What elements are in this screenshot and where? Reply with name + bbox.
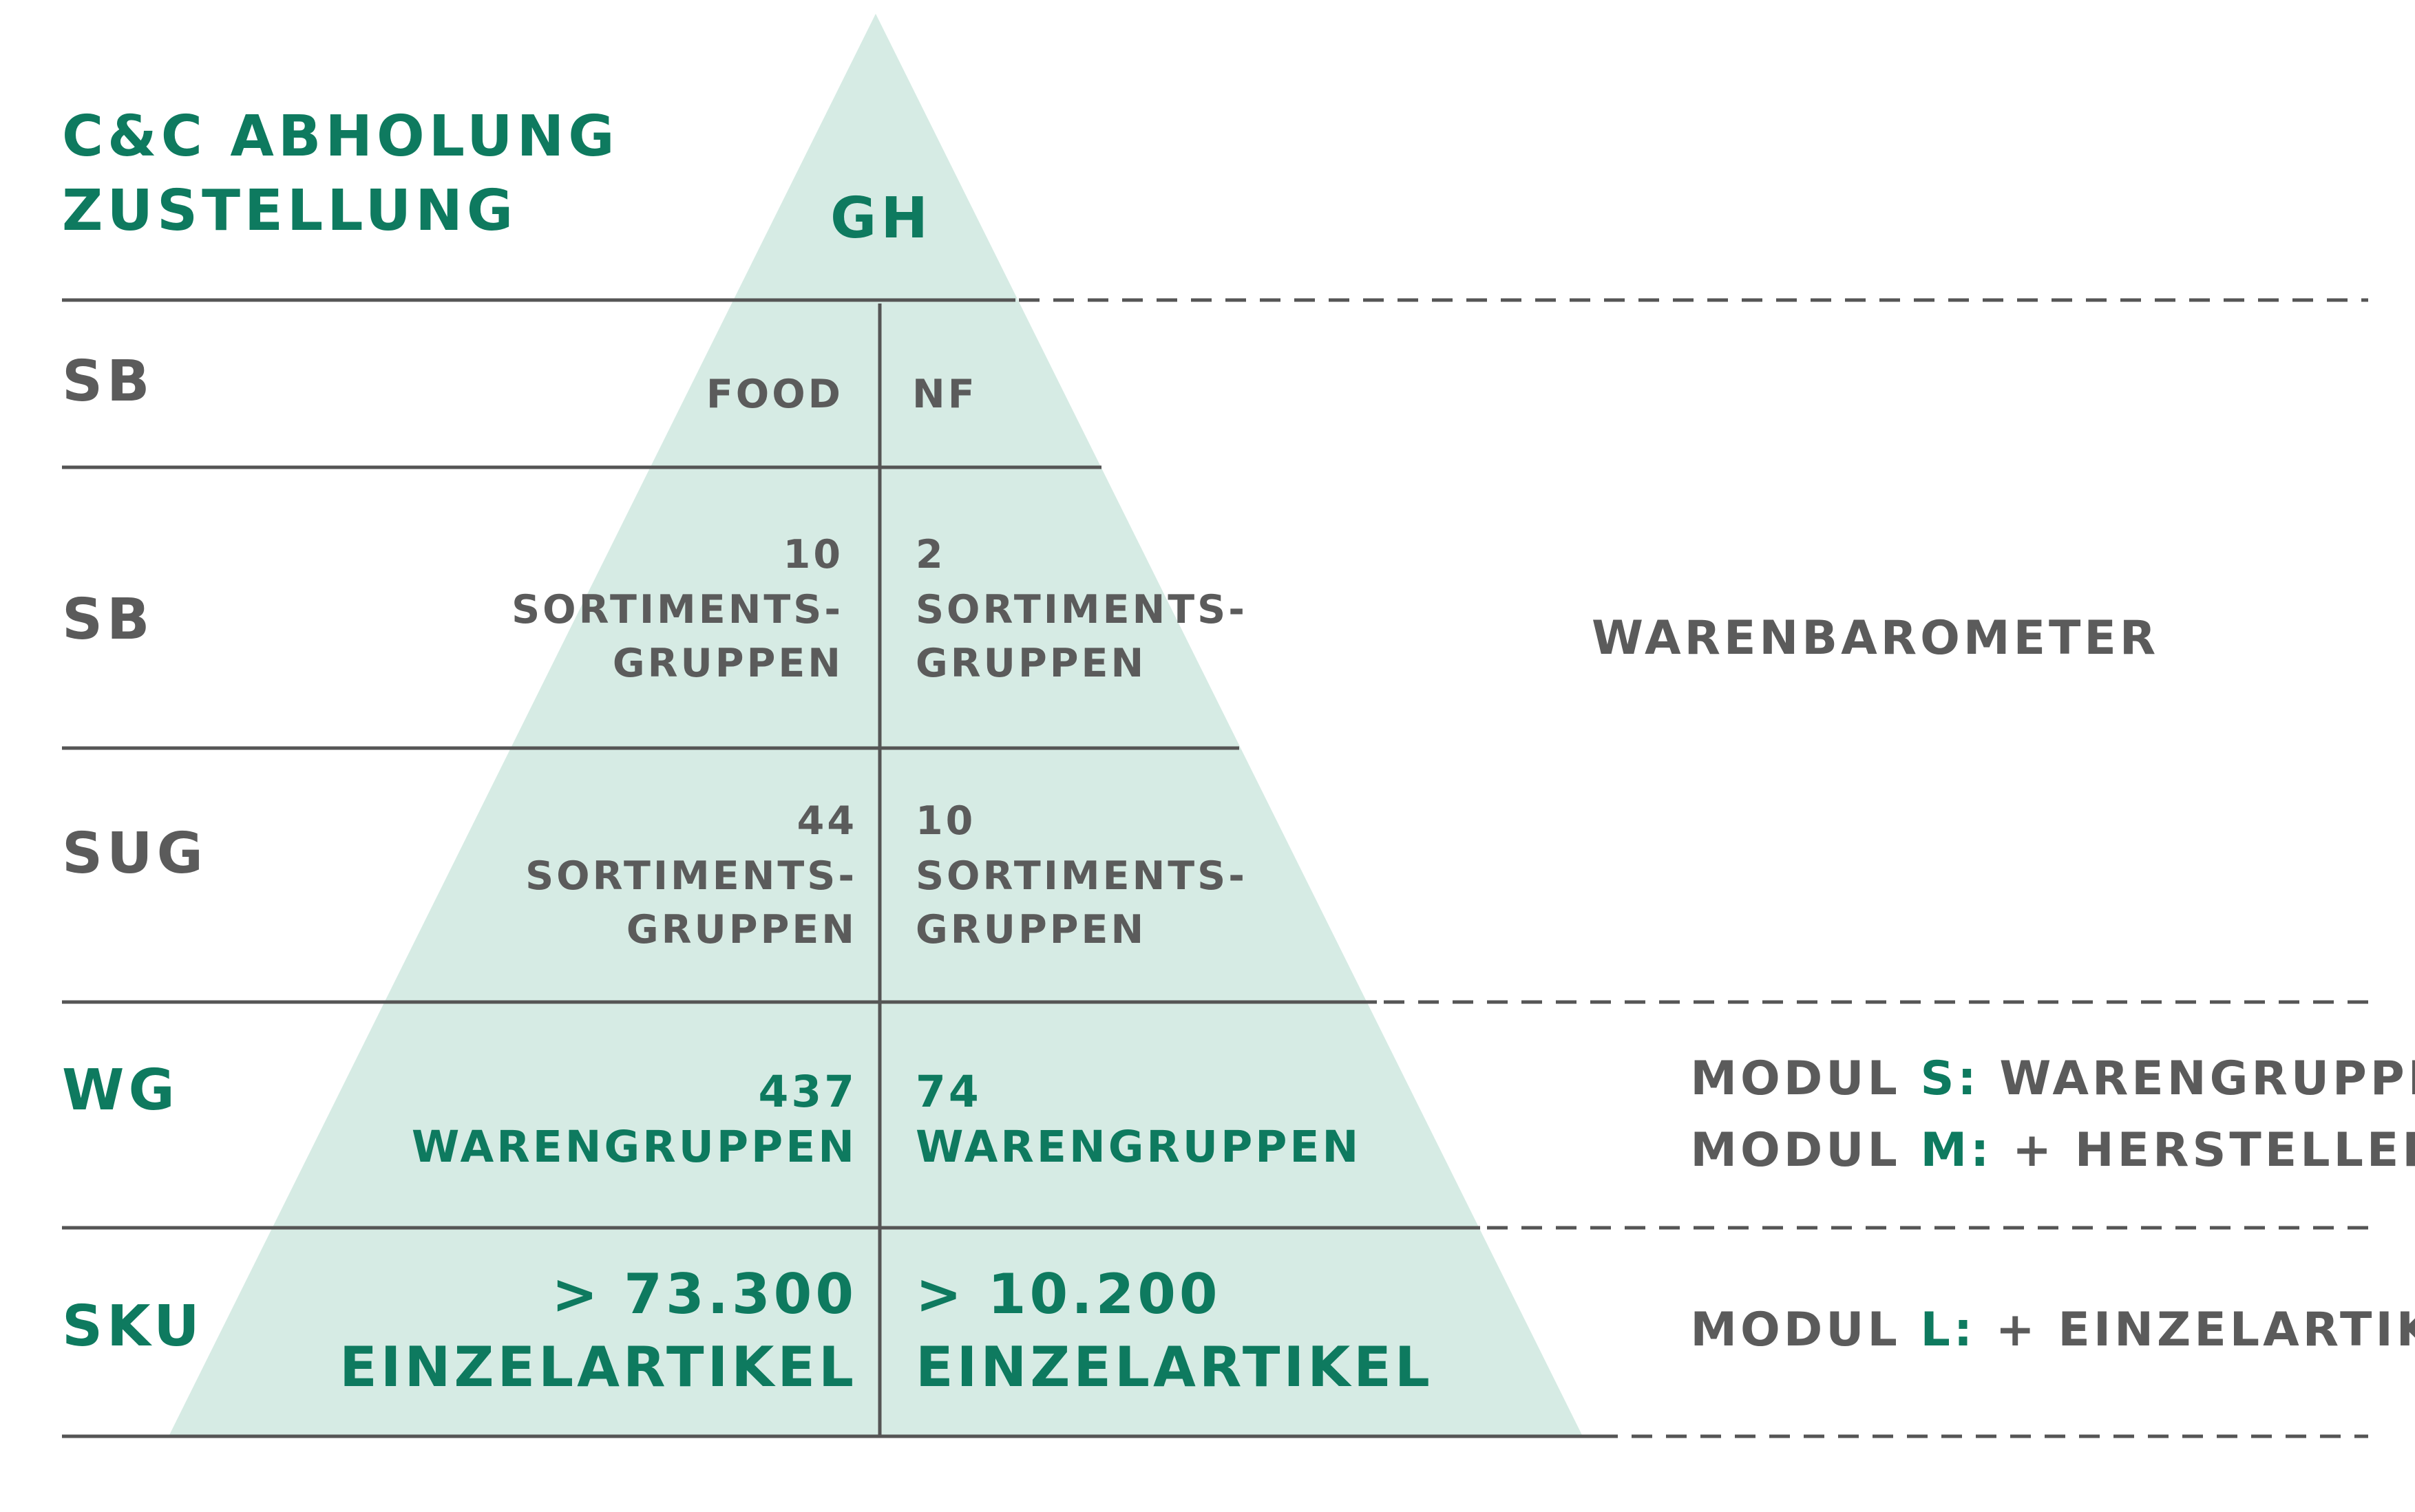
modul-l-label: MODUL L: + EINZELARTIKEL — [1592, 1303, 2415, 1357]
modul-m-key: M: — [1921, 1123, 1993, 1178]
modul-m-prefix: MODUL — [1690, 1123, 1920, 1178]
pyramid-triangle — [169, 14, 1582, 1435]
modul-l-rest: + EINZELARTIKEL — [1976, 1303, 2415, 1357]
column-nf: NF — [912, 372, 978, 417]
modul-m-label: MODUL M: + HERSTELLER — [1592, 1123, 2415, 1178]
sku-nf-line1: EINZELARTIKEL — [916, 1335, 1433, 1399]
sku-food-line1: EINZELARTIKEL — [339, 1335, 857, 1399]
sug-food-line2: GRUPPEN — [626, 907, 857, 952]
row-label-sug: SUG — [62, 821, 207, 886]
modul-s-key: S: — [1921, 1052, 1980, 1106]
header-line-1: C&C ABHOLUNG — [62, 104, 619, 169]
modul-l-prefix: MODUL — [1690, 1303, 1920, 1357]
modul-s-prefix: MODUL — [1690, 1052, 1920, 1106]
wg-nf-count: 74 — [916, 1067, 982, 1117]
column-food: FOOD — [706, 372, 843, 417]
modul-m-rest: + HERSTELLER — [1992, 1123, 2415, 1178]
sug-food-line1: SORTIMENTS- — [525, 853, 857, 899]
sug-nf-line1: SORTIMENTS- — [916, 853, 1247, 899]
sb-nf-count: 2 — [916, 532, 946, 577]
sug-nf-count: 10 — [916, 798, 976, 844]
dashed-lines — [1019, 298, 2368, 1438]
wg-food-line1: WARENGRUPPEN — [412, 1122, 857, 1172]
sku-food-count: > 73.300 — [551, 1262, 857, 1326]
modul-l-key: L: — [1921, 1303, 1976, 1357]
sb-nf-line1: SORTIMENTS- — [916, 587, 1247, 632]
header-line-2: ZUSTELLUNG — [62, 178, 517, 244]
sb-food-count: 10 — [783, 532, 843, 577]
wg-food-count: 437 — [758, 1067, 857, 1117]
sb-food-line2: GRUPPEN — [613, 641, 843, 686]
modul-s-rest: WARENGRUPPE — [1980, 1052, 2415, 1106]
sug-food-count: 44 — [797, 798, 857, 844]
sb-food-line1: SORTIMENTS- — [512, 587, 843, 632]
apex-label: GH — [830, 186, 932, 251]
row-label-sb-2: SB — [62, 587, 154, 652]
sb-nf-line2: GRUPPEN — [916, 641, 1146, 686]
row-label-wg: WG — [62, 1058, 179, 1123]
row-label-sb-1: SB — [62, 349, 154, 414]
wg-nf-line1: WARENGRUPPEN — [916, 1122, 1361, 1172]
sug-nf-line2: GRUPPEN — [916, 907, 1146, 952]
warenbarometer-label: WARENBAROMETER — [1592, 611, 2159, 666]
row-label-sku: SKU — [62, 1294, 204, 1359]
row-divider-lines — [62, 298, 1604, 1438]
sku-nf-count: > 10.200 — [916, 1262, 1221, 1326]
modul-s-label: MODUL S: WARENGRUPPE — [1592, 1052, 2415, 1106]
